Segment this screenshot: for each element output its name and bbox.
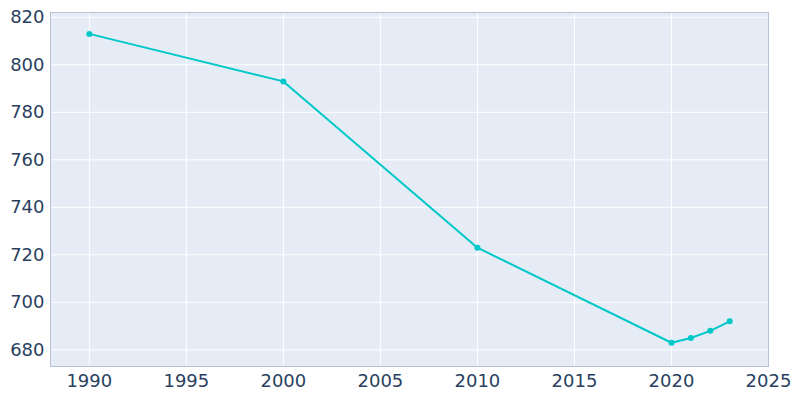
svg-text:820: 820 bbox=[10, 6, 44, 27]
svg-text:700: 700 bbox=[10, 291, 44, 312]
svg-text:2015: 2015 bbox=[552, 370, 598, 391]
svg-text:720: 720 bbox=[10, 244, 44, 265]
svg-text:2020: 2020 bbox=[649, 370, 695, 391]
svg-text:800: 800 bbox=[10, 54, 44, 75]
svg-text:780: 780 bbox=[10, 101, 44, 122]
svg-text:2025: 2025 bbox=[746, 370, 792, 391]
svg-text:680: 680 bbox=[10, 339, 44, 360]
svg-text:740: 740 bbox=[10, 196, 44, 217]
svg-text:2005: 2005 bbox=[357, 370, 403, 391]
svg-text:2010: 2010 bbox=[455, 370, 501, 391]
svg-text:2000: 2000 bbox=[260, 370, 306, 391]
svg-text:1990: 1990 bbox=[66, 370, 112, 391]
svg-text:1995: 1995 bbox=[163, 370, 209, 391]
svg-text:760: 760 bbox=[10, 149, 44, 170]
